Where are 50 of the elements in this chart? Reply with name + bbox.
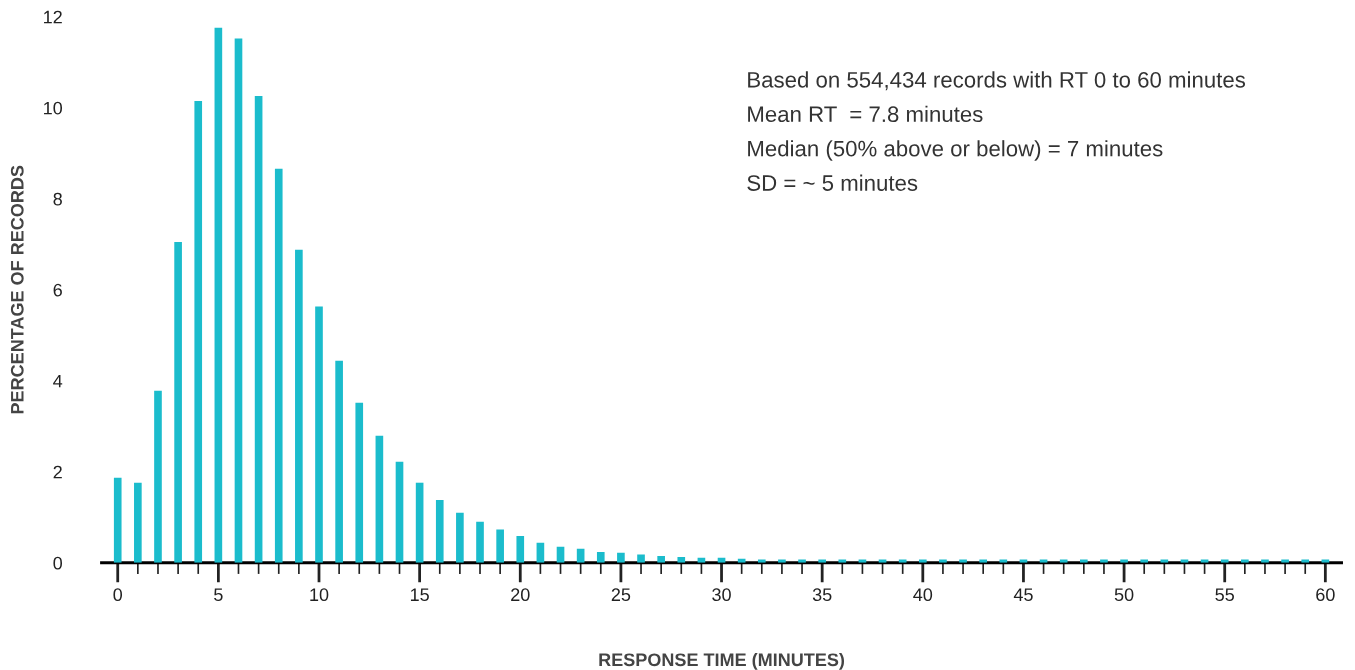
bar	[315, 306, 323, 563]
x-tick-label: 10	[310, 588, 329, 602]
annotation: Based on 554,434 records with RT 0 to 60 minutes	[748, 71, 1246, 91]
y-tick-label: 8	[53, 192, 62, 206]
bar	[113, 477, 122, 563]
bar	[395, 461, 404, 563]
bar	[375, 435, 384, 563]
x-tick-label: 0	[113, 588, 123, 602]
bar	[194, 100, 203, 563]
x-tick-label: 20	[511, 588, 530, 602]
annotation: Mean RT = 7.8 minutes	[748, 105, 983, 123]
annotation: SD = ~ 5 minutes	[747, 174, 918, 191]
bar	[214, 27, 223, 563]
y-tick-label: 0	[53, 556, 63, 570]
bar	[154, 390, 162, 563]
bar	[254, 95, 263, 563]
bar	[295, 249, 303, 563]
y-tick-label: 2	[53, 465, 62, 479]
y-axis-title: PERCENTAGE OF RECORDS	[10, 165, 24, 414]
bar	[456, 512, 464, 563]
bar	[134, 482, 142, 563]
x-tick-label: 15	[410, 588, 429, 602]
x-tick-label: 45	[1013, 588, 1033, 602]
y-tick-label: 4	[53, 374, 63, 388]
y-tick-label: 12	[44, 10, 62, 24]
x-tick-label: 30	[712, 588, 731, 602]
x-tick-label: 5	[214, 588, 223, 602]
annotation: Median (50% above or below) = 7 minutes	[748, 140, 1163, 161]
bar	[335, 360, 343, 563]
x-tick-label: 55	[1215, 588, 1234, 602]
x-tick-label: 35	[812, 588, 832, 602]
bar	[174, 242, 182, 563]
x-tick-label: 40	[913, 588, 933, 602]
bar	[596, 551, 605, 563]
x-axis-title: RESPONSE TIME (MINUTES)	[599, 652, 845, 670]
bar	[516, 535, 525, 563]
x-tick-label: 25	[611, 588, 631, 602]
bar	[415, 482, 424, 563]
bar	[274, 168, 283, 563]
bar	[657, 555, 665, 563]
bar	[496, 529, 504, 563]
bar	[476, 521, 484, 563]
x-tick-label: 50	[1114, 588, 1134, 602]
bar	[234, 38, 243, 563]
bar	[617, 552, 625, 563]
bar	[435, 500, 444, 563]
bar	[355, 402, 364, 563]
y-tick-label: 6	[53, 283, 62, 297]
y-tick-label: 10	[44, 101, 63, 115]
x-tick-label: 60	[1316, 588, 1335, 602]
